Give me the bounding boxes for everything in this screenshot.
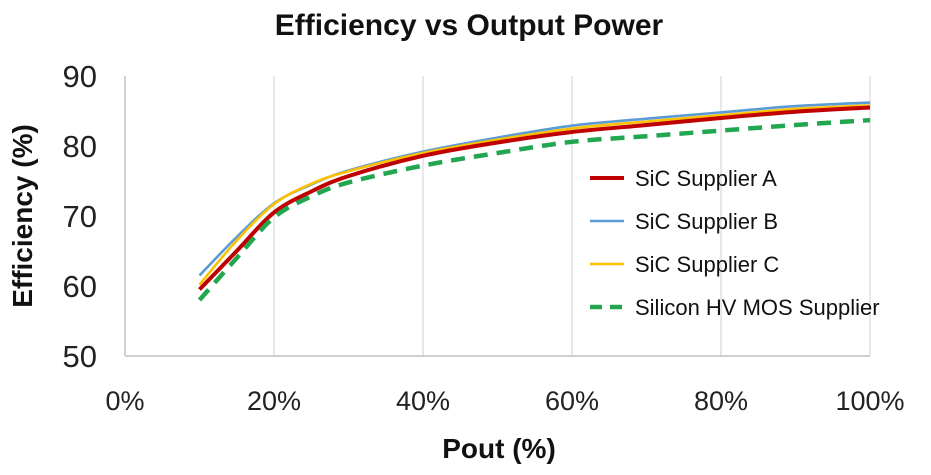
y-tick-label: 90 (63, 59, 97, 94)
x-axis-label: Pout (%) (442, 433, 556, 464)
x-tick-label: 40% (396, 386, 450, 416)
legend: SiC Supplier A SiC Supplier B SiC Supplier… (590, 166, 880, 320)
chart-title: Efficiency vs Output Power (275, 9, 664, 42)
x-tick-label: 100% (835, 386, 904, 416)
y-tick-label: 70 (63, 199, 97, 234)
legend-label: SiC Supplier B (635, 209, 778, 234)
series-line-silicon-hv-mos-supplier (197, 117, 871, 302)
x-tick-label: 80% (694, 386, 748, 416)
x-tick-label: 20% (247, 386, 301, 416)
legend-label: SiC Supplier C (635, 252, 779, 277)
y-tick-label: 50 (63, 339, 97, 374)
legend-label: Silicon HV MOS Supplier (635, 295, 880, 320)
axes: 0% 20% 40% 60% 80% 100% 50 60 70 80 90 (63, 59, 905, 416)
x-tick-label: 0% (105, 386, 144, 416)
series-line-sic-supplier-a (198, 105, 871, 291)
grid (124, 76, 871, 356)
y-axis-label: Efficiency (%) (7, 124, 38, 308)
legend-label: SiC Supplier A (635, 166, 777, 191)
x-tick-label: 60% (545, 386, 599, 416)
series-line-sic-supplier-c (198, 104, 871, 286)
y-tick-label: 80 (63, 129, 97, 164)
y-tick-label: 60 (63, 269, 97, 304)
plot-area (197, 101, 871, 302)
